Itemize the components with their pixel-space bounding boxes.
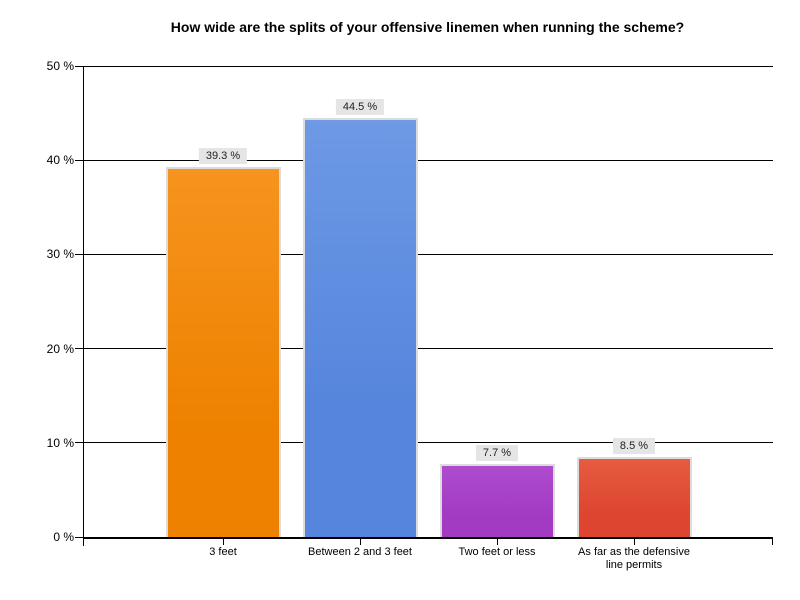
bar-between-2-and-3-feet: 44.5 %	[302, 98, 418, 537]
bar-as-far-as-the-defensive-line-permits: 8.5 %	[576, 437, 692, 537]
chart-title: How wide are the splits of your offensiv…	[170, 19, 685, 35]
y-axis-label-40: 40 %	[46, 153, 74, 168]
y-axis-label-10: 10 %	[46, 435, 74, 450]
gridline-30	[84, 253, 773, 255]
x-axis-tick-two-feet-or-less	[496, 539, 498, 545]
y-axis-tick-30	[75, 253, 83, 255]
x-axis-tick-between-2-and-3-feet	[359, 539, 361, 545]
y-axis-tick-20	[75, 348, 83, 350]
x-axis-tick-as-far-as-the-defensive-line-permits	[633, 539, 635, 545]
bar-value-label-two-feet-or-less: 7.7 %	[475, 445, 519, 462]
bar-3-feet: 39.3 %	[165, 147, 281, 537]
bar-two-feet-or-less: 7.7 %	[439, 445, 555, 537]
gridline-50	[84, 66, 773, 67]
y-axis-label-30: 30 %	[46, 247, 74, 262]
x-axis-tick-3-feet	[222, 539, 224, 545]
y-axis-bottom-tick	[83, 539, 84, 546]
gridline-20	[84, 348, 773, 350]
y-axis-tick-40	[75, 159, 83, 161]
x-axis-end-tick	[772, 537, 773, 545]
bar-value-label-as-far-as-the-defensive-line-permits: 8.5 %	[612, 437, 656, 454]
y-axis-label-0: 0 %	[53, 530, 74, 544]
bars-group: 39.3 % 44.5 % 7.7 % 8.5 %	[84, 66, 773, 537]
x-axis-label-two-feet-or-less: Two feet or less	[458, 546, 536, 558]
bar-value-label-3-feet: 39.3 %	[198, 147, 248, 164]
y-axis-tick-0	[75, 536, 83, 538]
gridline-10	[84, 442, 773, 444]
x-axis-label-between-2-and-3-feet: Between 2 and 3 feet	[308, 546, 412, 558]
y-axis-label-50: 50 %	[46, 59, 74, 73]
bar-value-label-between-2-and-3-feet: 44.5 %	[335, 98, 385, 115]
y-axis-tick-50	[75, 65, 83, 67]
plot-area: 39.3 % 44.5 % 7.7 % 8.5 % 0 % 10 % 20 % 30 % 40…	[47, 59, 773, 571]
x-axis-label-3-feet: 3 feet	[209, 546, 237, 558]
x-axis-label-as-far-as-the-defensive-line-permits: As far as the defensive line permits	[578, 546, 690, 571]
y-axis-tick-10	[75, 442, 83, 444]
gridline-40	[84, 159, 773, 161]
y-axis-label-20: 20 %	[46, 341, 74, 356]
